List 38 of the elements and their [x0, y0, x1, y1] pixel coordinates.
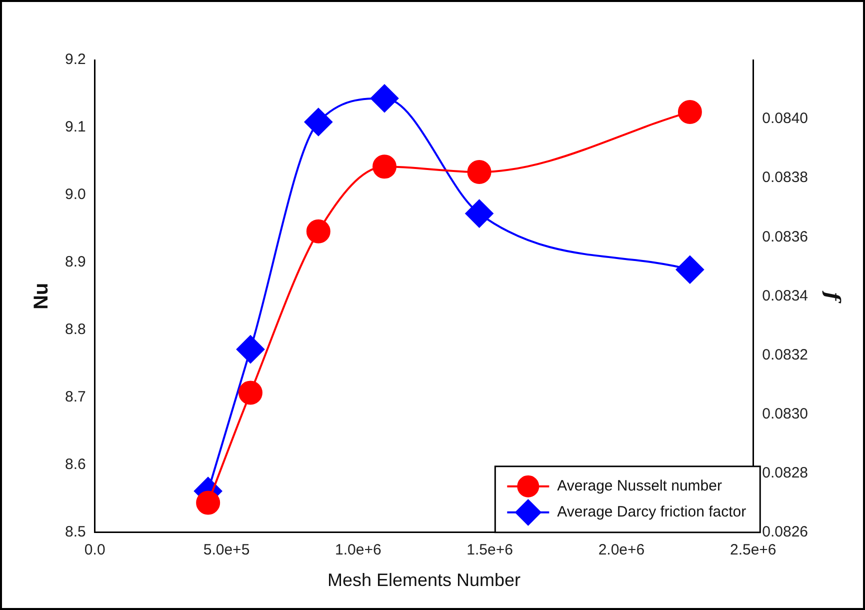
y-tick-label: 8.9 — [64, 254, 86, 271]
x-tick-label: 1.0e+6 — [335, 542, 382, 559]
x-tick-label: 2.0e+6 — [598, 542, 645, 559]
y2-axis-title: f — [820, 290, 845, 304]
y-tick-label: 8.5 — [64, 524, 86, 541]
y-tick-label: 9.0 — [64, 186, 86, 204]
y-axis-title: Nu — [30, 282, 53, 310]
y2-tick-label: 0.0834 — [762, 287, 808, 304]
y2-tick-label: 0.0832 — [762, 346, 808, 364]
point — [676, 256, 704, 284]
y2-tick-label: 0.0830 — [762, 405, 808, 422]
y-tick-label: 9.1 — [64, 118, 86, 136]
point — [238, 380, 262, 405]
point — [465, 200, 494, 228]
y2-tick-label: 0.0838 — [762, 169, 808, 186]
y2-tick-label: 0.0836 — [762, 228, 808, 246]
legend-label: Average Darcy friction factor — [557, 504, 746, 521]
point — [196, 490, 220, 515]
x-tick-label: 5.0e+5 — [203, 542, 250, 559]
point — [467, 160, 492, 184]
y2-tick-label: 0.0828 — [762, 464, 808, 482]
legend-label: Average Nusselt number — [557, 478, 722, 495]
x-tick-label: 0.0 — [84, 542, 106, 559]
y2-tick-label: 0.0840 — [762, 110, 808, 128]
point — [304, 108, 332, 136]
point — [370, 84, 398, 112]
point — [372, 154, 396, 179]
x-tick-label: 1.5e+6 — [466, 542, 513, 559]
y2-tick-label: 0.0826 — [762, 524, 808, 541]
y-tick-label: 8.8 — [64, 321, 86, 338]
point — [236, 335, 264, 364]
y-tick-label: 8.6 — [64, 456, 86, 474]
y-tick-label: 9.2 — [64, 51, 86, 68]
x-axis-title: Mesh Elements Number — [327, 570, 521, 590]
point — [678, 100, 702, 124]
x-tick-label: 2.5e+6 — [730, 542, 776, 559]
y-tick-label: 8.7 — [64, 388, 86, 406]
point — [306, 219, 330, 244]
